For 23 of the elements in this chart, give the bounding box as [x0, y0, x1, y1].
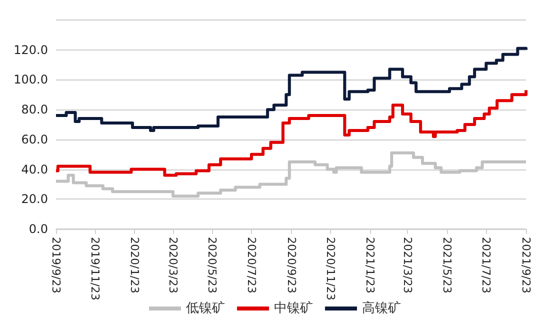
y-tick-label: 40.0	[21, 162, 48, 176]
x-tick-label: 2021/1/23	[363, 237, 376, 294]
legend-label: 中镍矿	[274, 301, 313, 316]
x-tick-label: 2020/7/23	[244, 237, 258, 294]
y-tick-label: 120.0	[14, 42, 48, 57]
x-tick-label: 2021/9/23	[520, 237, 532, 294]
y-tick-label: 20.0	[21, 192, 48, 206]
x-tick-label: 2021/7/23	[480, 237, 493, 294]
x-tick-label: 2020/11/23	[324, 237, 338, 300]
legend-label: 高镍矿	[362, 300, 401, 316]
y-tick-label: 60.0	[21, 132, 48, 146]
x-tick-label: 2020/5/23	[206, 237, 219, 294]
x-tick-label: 2020/1/23	[128, 237, 141, 294]
y-tick-label: 80.0	[21, 102, 48, 117]
x-tick-label: 2021/5/23	[440, 237, 454, 294]
legend-label: 低镍矿	[186, 301, 225, 316]
x-tick-label: 2019/11/23	[88, 237, 102, 300]
x-tick-label: 2021/3/23	[401, 237, 414, 294]
x-tick-label: 2019/9/23	[50, 237, 62, 294]
y-tick-label: 0.0	[28, 222, 48, 236]
y-tick-label: 100.0	[14, 72, 48, 87]
x-tick-label: 2020/9/23	[284, 237, 298, 294]
x-tick-label: 2020/3/23	[166, 237, 180, 294]
